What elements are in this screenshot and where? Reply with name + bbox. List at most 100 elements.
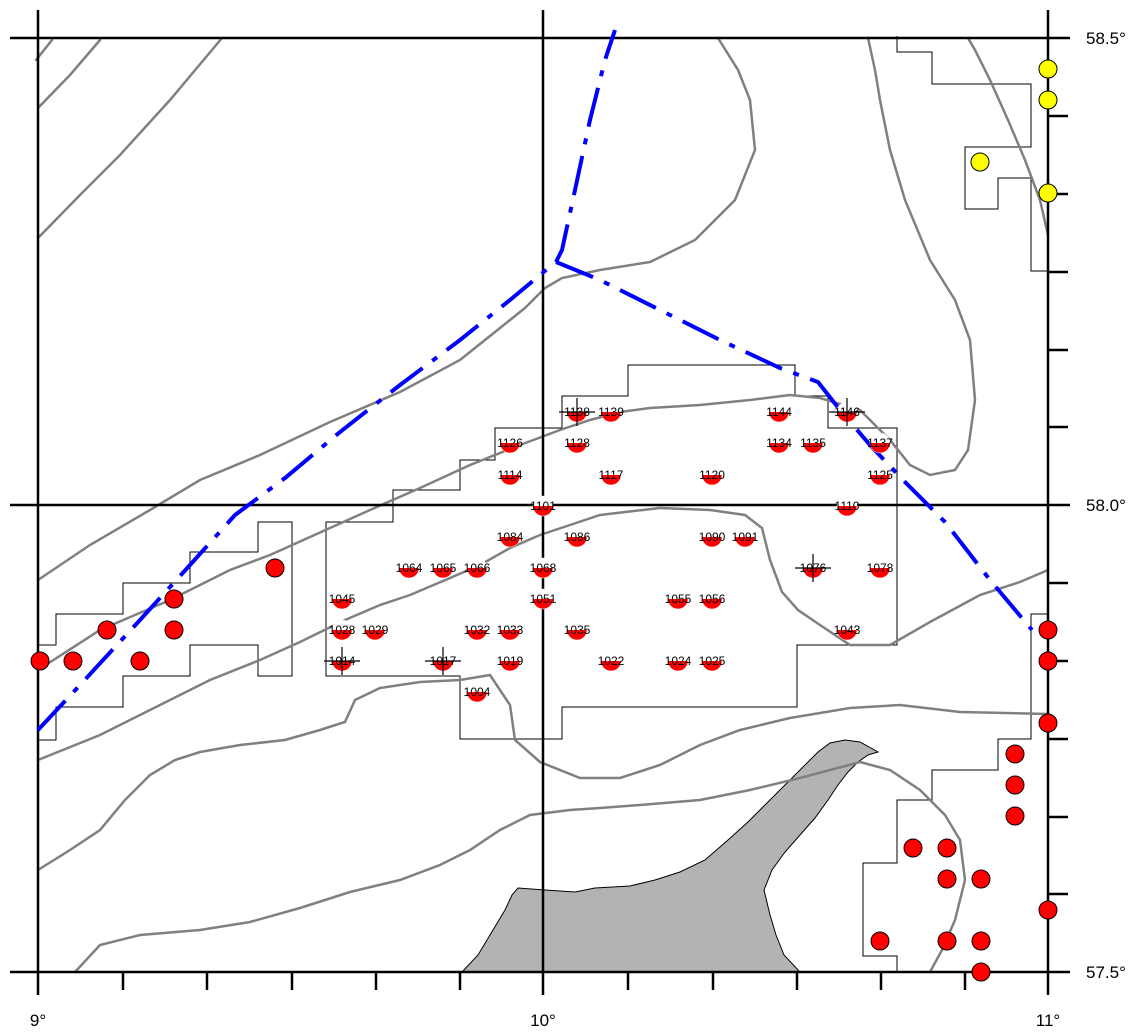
- station-1043[interactable]: 1043: [834, 619, 861, 641]
- station-1139[interactable]: 1139: [598, 401, 624, 423]
- station-1120[interactable]: 1120: [699, 464, 725, 486]
- station-1065[interactable]: 1065: [430, 557, 457, 579]
- station-marker[interactable]: [265, 558, 285, 578]
- station-marker[interactable]: [1038, 713, 1058, 733]
- station-1014[interactable]: 1014: [324, 647, 360, 675]
- station-1019[interactable]: 1019: [497, 650, 524, 672]
- station-marker[interactable]: [30, 651, 50, 671]
- station-marker[interactable]: [63, 651, 83, 671]
- station-label: 1055: [665, 592, 692, 606]
- station-marker[interactable]: [1005, 806, 1025, 826]
- yellow-station-marker[interactable]: [1038, 59, 1058, 79]
- station-label: 1025: [699, 654, 726, 668]
- station-1066[interactable]: 1066: [464, 557, 491, 579]
- station-marker-top: [601, 402, 621, 412]
- station-marker[interactable]: [903, 838, 923, 858]
- station-1029[interactable]: 1029: [362, 619, 389, 641]
- station-marker[interactable]: [1038, 651, 1058, 671]
- station-marker[interactable]: [870, 931, 890, 951]
- station-marker-top: [803, 433, 823, 443]
- station-marker[interactable]: [971, 869, 991, 889]
- station-label: 1120: [699, 468, 725, 482]
- yellow-station-marker[interactable]: [1038, 90, 1058, 110]
- station-marker-ring: [566, 432, 588, 454]
- station-marker-bottom: [332, 630, 352, 640]
- station-marker-top: [567, 620, 587, 630]
- station-1135[interactable]: 1135: [800, 432, 826, 454]
- station-1144[interactable]: 1144: [766, 401, 792, 423]
- station-1078[interactable]: 1078: [867, 557, 894, 579]
- station-1084[interactable]: 1084: [497, 526, 524, 548]
- station-marker[interactable]: [1005, 775, 1025, 795]
- station-marker[interactable]: [130, 651, 150, 671]
- station-1110[interactable]: 1110: [835, 495, 860, 517]
- station-1028[interactable]: 1028: [329, 619, 356, 641]
- station-marker[interactable]: [164, 589, 184, 609]
- station-1022[interactable]: 1022: [598, 650, 625, 672]
- station-1128[interactable]: 1128: [564, 432, 590, 454]
- station-marker[interactable]: [937, 869, 957, 889]
- station-label: 1117: [599, 468, 624, 482]
- station-marker[interactable]: [1038, 900, 1058, 920]
- station-marker-bottom: [702, 537, 722, 547]
- station-marker[interactable]: [937, 931, 957, 951]
- station-marker-bottom: [567, 443, 587, 453]
- station-1032[interactable]: 1032: [464, 619, 491, 641]
- station-marker-top: [870, 433, 890, 443]
- station-marker-ring: [331, 588, 353, 610]
- station-1025[interactable]: 1025: [699, 650, 726, 672]
- y-axis-label-57.5: 57.5°: [1086, 963, 1126, 982]
- station-marker-top: [467, 620, 487, 630]
- station-1068[interactable]: 1068: [530, 557, 557, 579]
- station-marker[interactable]: [1038, 620, 1058, 640]
- station-1017[interactable]: 1017: [425, 647, 461, 675]
- station-marker[interactable]: [971, 931, 991, 951]
- station-1076[interactable]: 1076: [795, 554, 831, 582]
- station-marker-ring: [667, 650, 689, 672]
- station-label: 1045: [329, 592, 356, 606]
- station-marker[interactable]: [97, 620, 117, 640]
- yellow-station-marker[interactable]: [1038, 183, 1058, 203]
- station-marker-bottom: [467, 692, 487, 702]
- station-marker-top: [500, 651, 520, 661]
- station-marker-bottom: [735, 537, 755, 547]
- yellow-station-marker[interactable]: [970, 152, 990, 172]
- station-1024[interactable]: 1024: [665, 650, 692, 672]
- station-1055[interactable]: 1055: [665, 588, 692, 610]
- station-marker-top: [668, 651, 688, 661]
- station-1064[interactable]: 1064: [396, 557, 423, 579]
- station-1146[interactable]: 1146: [829, 398, 865, 426]
- station-1091[interactable]: 1091: [732, 526, 759, 548]
- station-marker-bottom: [601, 475, 621, 485]
- station-marker[interactable]: [971, 962, 991, 982]
- station-1134[interactable]: 1134: [766, 432, 792, 454]
- station-1114[interactable]: 1114: [498, 464, 523, 486]
- station-1056[interactable]: 1056: [699, 588, 726, 610]
- station-marker-ring: [600, 401, 622, 423]
- station-1125[interactable]: 1125: [867, 464, 893, 486]
- station-1033[interactable]: 1033: [497, 619, 524, 641]
- station-1137[interactable]: 1137: [867, 432, 893, 454]
- station-1086[interactable]: 1086: [564, 526, 591, 548]
- station-marker-ring: [667, 588, 689, 610]
- station-1101[interactable]: 1101: [530, 495, 556, 517]
- station-1117[interactable]: 1117: [599, 464, 624, 486]
- depth-contours: [34, 36, 1050, 974]
- station-label: 1028: [329, 623, 356, 637]
- station-marker-ring: [802, 432, 824, 454]
- station-1138[interactable]: 1138: [559, 398, 595, 426]
- station-marker[interactable]: [164, 620, 184, 640]
- station-1126[interactable]: 1126: [497, 432, 523, 454]
- station-marker-ring: [734, 526, 756, 548]
- station-1045[interactable]: 1045: [329, 588, 356, 610]
- station-marker-top: [500, 465, 520, 475]
- station-1090[interactable]: 1090: [699, 526, 726, 548]
- station-1004[interactable]: 1004: [464, 681, 491, 703]
- station-1051[interactable]: 1051: [530, 588, 557, 610]
- station-marker-top: [769, 402, 789, 412]
- station-marker[interactable]: [1005, 744, 1025, 764]
- station-1035[interactable]: 1035: [564, 619, 591, 641]
- station-marker[interactable]: [937, 838, 957, 858]
- station-marker-bottom: [769, 443, 789, 453]
- station-label: 1125: [867, 468, 893, 482]
